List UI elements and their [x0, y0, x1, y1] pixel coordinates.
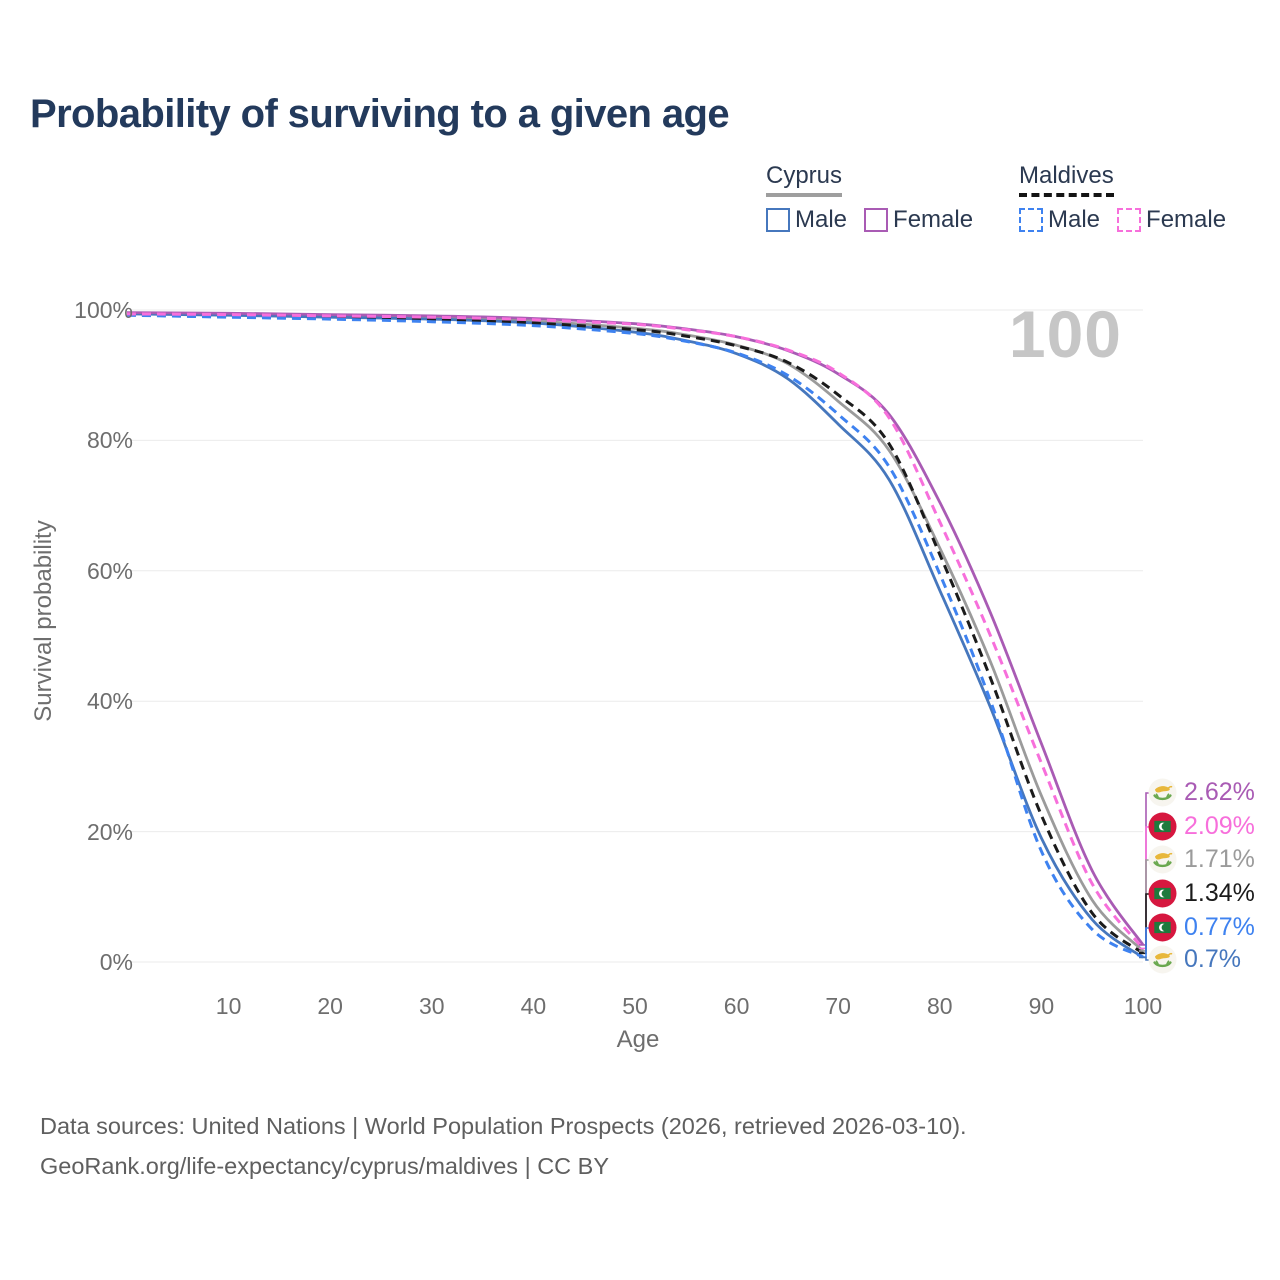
- x-tick-30: 30: [419, 993, 445, 1019]
- series-line-maldives-male[interactable]: [126, 313, 1144, 959]
- maldives-flag-icon: [1148, 812, 1177, 841]
- x-tick-40: 40: [520, 993, 547, 1019]
- y-tick-20: 20%: [86, 818, 133, 845]
- series-line-cyprus-female[interactable]: [126, 311, 1145, 946]
- leader-line-cyprus-male: [1139, 956, 1151, 961]
- x-tick-20: 20: [317, 993, 343, 1019]
- y-tick-100: 100%: [74, 297, 133, 323]
- x-tick-10: 10: [215, 993, 242, 1019]
- y-tick-40: 40%: [86, 688, 133, 715]
- legend-group-cyprus: Cyprus Male Female: [766, 162, 973, 234]
- end-label-value: 1.34%: [1184, 879, 1255, 907]
- legend-item-cyprus-female[interactable]: Female: [864, 206, 973, 234]
- end-label-maldives-male[interactable]: 0.77%: [1148, 913, 1255, 942]
- end-label-value: 2.09%: [1184, 812, 1255, 840]
- end-label-maldives-female[interactable]: 2.09%: [1148, 812, 1255, 841]
- legend-swatch-icon: [1117, 208, 1142, 232]
- series-line-cyprus-all[interactable]: [126, 311, 1144, 952]
- age-indicator: 100: [1008, 297, 1122, 371]
- end-label-value: 2.62%: [1184, 778, 1255, 806]
- maldives-flag-icon: [1148, 879, 1177, 908]
- leader-line-maldives-all: [1139, 893, 1151, 955]
- legend-group-title-cyprus: Cyprus: [766, 162, 843, 197]
- series-line-cyprus-male[interactable]: [126, 312, 1144, 959]
- x-tick-100: 100: [1123, 993, 1163, 1019]
- cyprus-flag-icon: [1148, 778, 1177, 807]
- legend-item-label: Female: [893, 206, 974, 233]
- legend-item-maldives-female[interactable]: Female: [1117, 206, 1226, 234]
- legend-swatch-icon: [864, 208, 889, 232]
- end-label-value: 1.71%: [1184, 845, 1255, 873]
- end-label-maldives-all[interactable]: 1.34%: [1148, 879, 1255, 908]
- x-tick-80: 80: [927, 993, 953, 1019]
- footer: Data sources: United Nations | World Pop…: [40, 1106, 967, 1186]
- x-axis-title: Age: [616, 1026, 660, 1053]
- maldives-flag-icon: [1148, 913, 1177, 942]
- end-label-cyprus-all[interactable]: 1.71%: [1148, 845, 1255, 874]
- x-tick-50: 50: [622, 993, 648, 1019]
- legend-item-cyprus-male[interactable]: Male: [766, 206, 847, 234]
- cyprus-flag-icon: [1148, 845, 1177, 874]
- x-tick-70: 70: [825, 993, 851, 1019]
- x-tick-60: 60: [723, 993, 750, 1019]
- legend-item-label: Male: [1048, 206, 1101, 233]
- attribution-line: GeoRank.org/life-expectancy/cyprus/maldi…: [40, 1153, 610, 1179]
- end-label-cyprus-male[interactable]: 0.7%: [1148, 945, 1241, 974]
- y-tick-80: 80%: [86, 427, 133, 454]
- legend-swatch-icon: [766, 208, 790, 232]
- y-tick-0: 0%: [99, 949, 133, 975]
- end-label-value: 0.7%: [1184, 945, 1241, 973]
- data-sources-line: Data sources: United Nations | World Pop…: [40, 1113, 967, 1139]
- legend-item-maldives-male[interactable]: Male: [1019, 206, 1100, 234]
- x-tick-90: 90: [1028, 993, 1055, 1019]
- cyprus-flag-icon: [1148, 945, 1177, 974]
- legend-group-maldives: Maldives Male Female: [1019, 162, 1226, 234]
- y-axis-title: Survival probability: [30, 520, 57, 722]
- legend-item-label: Female: [1146, 206, 1227, 233]
- end-label-cyprus-female[interactable]: 2.62%: [1148, 778, 1255, 807]
- end-label-value: 0.77%: [1184, 913, 1255, 941]
- series-line-maldives-female[interactable]: [126, 312, 1145, 950]
- series-line-maldives-all[interactable]: [126, 313, 1144, 955]
- y-tick-60: 60%: [86, 557, 133, 584]
- legend-group-title-maldives: Maldives: [1019, 162, 1114, 197]
- page-title: Probability of surviving to a given age: [30, 92, 730, 136]
- legend-item-label: Male: [795, 206, 848, 233]
- legend-swatch-icon: [1019, 208, 1043, 232]
